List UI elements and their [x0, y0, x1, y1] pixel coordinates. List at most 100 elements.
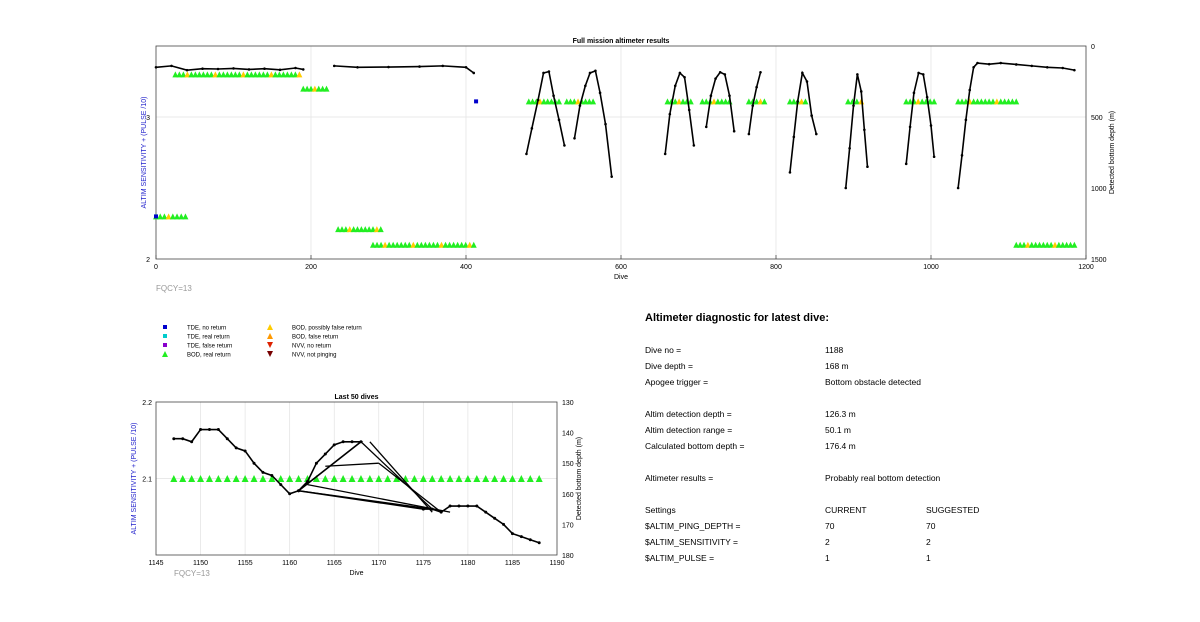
chart1-bod-marker [1013, 241, 1020, 248]
chart1-depth-point [810, 114, 813, 117]
detection-depth-value: 126.3 m [825, 409, 856, 419]
chart2-bod-marker [214, 475, 222, 482]
chart1-bod-marker [978, 98, 985, 105]
chart1-depth-point [848, 146, 851, 150]
chart1-bod-marker [182, 213, 189, 220]
chart2-bod-marker [482, 475, 490, 482]
chart1-depth-point [464, 66, 468, 69]
results-row: Altimeter results = Probably real bottom… [645, 470, 1065, 486]
chart1-bod-marker [174, 213, 181, 220]
chart2-depth-point [510, 532, 514, 536]
ping-depth-suggested: 70 [926, 521, 936, 531]
chart2-depth-point [252, 461, 256, 465]
chart2-bod-marker [188, 475, 196, 482]
chart1-bod-marker [1040, 241, 1047, 248]
chart1-bod-marker [711, 98, 717, 105]
ping-depth-row: $ALTIM_PING_DEPTH = 70 70 [645, 518, 1065, 534]
chart1-depth-line [573, 69, 613, 177]
chart1-bod-marker [802, 98, 809, 105]
dive-depth-label: Dive depth = [645, 361, 693, 371]
chart1-bod-marker [1052, 241, 1058, 248]
chart1-depth-point [154, 66, 158, 69]
chart1-depth-point [594, 69, 597, 73]
chart2-depth-line [173, 428, 540, 544]
chart1-depth-point [805, 80, 809, 83]
chart2-bod-marker [366, 475, 374, 482]
chart2-ylabel-right: Detected bottom depth (m) [576, 437, 583, 520]
chart1-bod-marker [1036, 241, 1043, 248]
chart1-ytick-left-label: 2 [146, 257, 150, 264]
apogee-value: Bottom obstacle detected [825, 377, 921, 387]
chart2-xtick-label: 1155 [238, 560, 253, 567]
chart1-depth-point [788, 171, 792, 174]
chart1-bod-marker [342, 226, 349, 233]
chart2-bod-marker [393, 475, 401, 482]
chart1-bod-marker [204, 71, 211, 78]
chart1-bod-marker [556, 98, 562, 105]
chart2-depth-link [369, 441, 433, 513]
chart1-bod-marker [919, 98, 926, 105]
chart1-bod-marker [703, 98, 710, 105]
chart1-depth-point [714, 77, 717, 80]
detection-range-value: 50.1 m [825, 425, 851, 435]
chart1-bod-marker [680, 98, 686, 105]
chart1-depth-point [547, 70, 551, 73]
legend-marker-square [163, 343, 167, 347]
chart1-bod-marker [672, 98, 679, 105]
chart1-bod-marker [567, 98, 574, 105]
detection-depth-label: Altim detection depth = [645, 409, 732, 419]
dive-no-label: Dive no = [645, 345, 682, 355]
apogee-row: Apogee trigger = Bottom obstacle detecte… [645, 374, 1065, 390]
chart1-depth-point [332, 64, 336, 68]
chart1-bod-marker [430, 241, 437, 248]
chart1-bod-marker [1021, 241, 1027, 248]
chart1-bod-marker [414, 241, 421, 248]
chart2-ytick-right-label: 160 [562, 492, 574, 499]
chart1-bod-marker [323, 85, 330, 92]
dive-depth-value: 168 m [825, 361, 849, 371]
legend-marker-triangle [267, 351, 273, 357]
chart1-depth-point [732, 129, 736, 133]
chart1-xtick-label: 400 [460, 264, 472, 271]
chart1-bod-marker [335, 226, 342, 233]
chart1-depth-point [557, 118, 561, 122]
chart2-bod-marker [535, 475, 543, 482]
chart2-bod-marker [259, 475, 267, 482]
chart1-bod-marker [548, 98, 555, 105]
chart1-depth-point [573, 137, 576, 140]
chart1-bod-marker [252, 71, 259, 78]
chart1-bod-marker [714, 98, 721, 105]
chart1-depth-point [723, 73, 727, 76]
chart1-bod-marker [212, 71, 219, 78]
chart2-bod-marker [179, 475, 187, 482]
chart2-frame [155, 401, 558, 556]
chart1-depth-point [563, 144, 566, 147]
chart2-bod-marker [384, 475, 392, 482]
suggested-header: SUGGESTED [926, 505, 980, 515]
chart1-depth-point [759, 70, 762, 74]
chart1-bod-marker [1017, 241, 1024, 248]
chart2-depth-link [298, 490, 433, 510]
chart1-bod-marker [959, 98, 965, 105]
chart2-bod-marker [446, 475, 454, 482]
chart2-bod-marker [375, 475, 383, 482]
chart2-xtick-label: 1190 [549, 560, 564, 567]
chart1-ytick-right-label: 500 [1091, 115, 1103, 122]
chart2-ytick-right-label: 140 [562, 431, 574, 438]
chart1-bod-marker [304, 85, 311, 92]
chart1-bod-marker [563, 98, 570, 105]
chart2-xtick-label: 1185 [505, 560, 520, 567]
chart1-bod-marker [184, 71, 191, 78]
chart1-depth-point [278, 68, 282, 72]
chart2-bod-marker [464, 475, 472, 482]
chart1-bod-marker [288, 71, 295, 78]
chart1-bod-marker [236, 71, 243, 78]
chart2-bod-marker [312, 475, 320, 482]
chart1-bod-marker [915, 98, 922, 105]
chart1-depth-point [356, 66, 359, 69]
legend-label: TDE, no return [187, 326, 226, 332]
chart2-depth-link [307, 483, 451, 513]
chart2-bod-marker [508, 475, 516, 482]
chart1-bod-marker [790, 98, 797, 105]
chart1-bod-marker [276, 71, 283, 78]
